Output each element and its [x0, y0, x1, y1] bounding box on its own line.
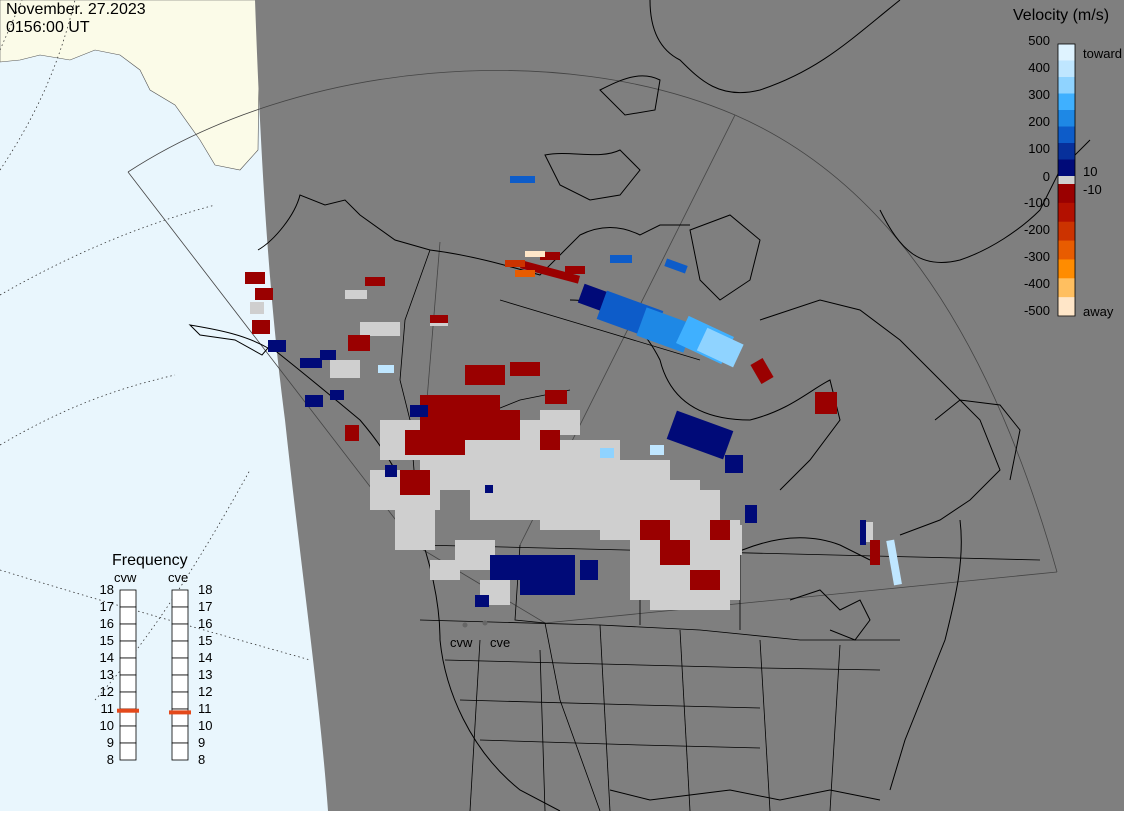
frequency-tick: 8: [107, 752, 114, 767]
frequency-tick: 14: [100, 650, 114, 665]
velocity-legend: Velocity (m/s) 500400300200100100-10-100…: [1013, 7, 1122, 319]
legend-frame: [1057, 43, 1076, 317]
frequency-selected-markers: [117, 708, 191, 715]
legend-toward-label: toward: [1083, 46, 1122, 61]
away-velocity-returns: [245, 251, 880, 590]
frequency-tick: 18: [198, 582, 212, 597]
frequency-box: [171, 589, 189, 608]
legend-swatch: [1058, 60, 1075, 78]
frequency-box: [119, 606, 137, 625]
night-region: [255, 0, 1124, 811]
frequency-tick: 11: [198, 701, 212, 716]
legend-swatch: [1058, 259, 1075, 279]
radar-label-cvw: cvw: [450, 635, 473, 650]
frequency-tick: 14: [198, 650, 212, 665]
frequency-box: [119, 742, 137, 761]
frequency-tick: 13: [100, 667, 114, 682]
frequency-marker: [117, 708, 139, 713]
legend-swatch: [1058, 126, 1075, 144]
legend-tick: 10: [1083, 164, 1097, 179]
legend-tick: 0: [1043, 169, 1050, 184]
legend-tick: 100: [1028, 141, 1050, 156]
frequency-box: [119, 725, 137, 744]
legend-tick: 400: [1028, 60, 1050, 75]
legend-colorbar: [1057, 43, 1076, 317]
frequency-box: [119, 623, 137, 642]
legend-swatch: [1058, 184, 1075, 204]
legend-tick: 300: [1028, 87, 1050, 102]
radar-site-cve: [482, 620, 488, 626]
legend-tick: -400: [1024, 276, 1050, 291]
legend-swatch: [1058, 159, 1075, 177]
legend-tick: 200: [1028, 114, 1050, 129]
frequency-marker: [169, 710, 191, 715]
time-label: 0156:00 UT: [6, 19, 90, 36]
date-label: November. 27.2023: [6, 1, 146, 18]
frequency-box: [171, 674, 189, 693]
frequency-tick: 15: [100, 633, 114, 648]
legend-swatch: [1058, 110, 1075, 127]
legend-swatch: [1058, 143, 1075, 160]
frequency-box: [171, 691, 189, 710]
legend-swatch: [1058, 297, 1075, 317]
legend-swatch: [1058, 77, 1075, 94]
frequency-tick: 17: [198, 599, 212, 614]
frequency-title: Frequency: [112, 552, 188, 569]
radar-label-cve: cve: [490, 635, 510, 650]
legend-tick: -100: [1024, 195, 1050, 210]
frequency-tick: 9: [107, 735, 114, 750]
legend-away-label: away: [1083, 304, 1114, 319]
frequency-box: [119, 674, 137, 693]
frequency-box: [171, 742, 189, 761]
radar-sites: cvw cve: [450, 620, 510, 650]
frequency-tick: 16: [100, 616, 114, 631]
frequency-tick: 12: [198, 684, 212, 699]
frequency-scale-labels: 18 17 16 15 14 13 12 11 10 9 8 18 17 16 15 14 13 12 11 10 9 8: [100, 582, 213, 767]
frequency-tick: 11: [101, 701, 115, 716]
frequency-radar-cvw: cvw: [114, 570, 137, 585]
legend-tick: -200: [1024, 222, 1050, 237]
legend-tick: -300: [1024, 249, 1050, 264]
frequency-panel: Frequency cvw cve 1817161514131211109818…: [100, 552, 213, 767]
frequency-tick: 9: [198, 735, 205, 750]
frequency-tick: 10: [198, 718, 212, 733]
frequency-tick: 16: [198, 616, 212, 631]
legend-tick: 500: [1028, 33, 1050, 48]
legend-tick-labels: 500400300200100100-10-100-200-300-400-50…: [1024, 33, 1102, 318]
frequency-tick: 13: [198, 667, 212, 682]
legend-tick: -10: [1083, 182, 1102, 197]
frequency-tick: 17: [100, 599, 114, 614]
radar-site-cvw: [462, 622, 468, 628]
legend-swatch-ground: [1058, 176, 1075, 184]
legend-swatch: [1058, 240, 1075, 260]
legend-swatch: [1058, 202, 1075, 223]
frequency-tick: 15: [198, 633, 212, 648]
frequency-scale-boxes: [119, 589, 189, 761]
frequency-box: [171, 725, 189, 744]
frequency-box: [119, 657, 137, 676]
frequency-tick: 8: [198, 752, 205, 767]
frequency-tick: 12: [100, 684, 114, 699]
frequency-box: [171, 657, 189, 676]
legend-tick: -500: [1024, 303, 1050, 318]
day-land-region: [0, 0, 261, 171]
frequency-box: [119, 640, 137, 659]
legend-swatch: [1058, 221, 1075, 242]
frequency-tick: 18: [100, 582, 114, 597]
legend-swatch: [1058, 278, 1075, 298]
frequency-tick: 10: [100, 718, 114, 733]
frequency-box: [171, 606, 189, 625]
legend-title: Velocity (m/s): [1013, 7, 1109, 24]
frequency-box: [171, 640, 189, 659]
legend-swatch: [1058, 44, 1075, 61]
legend-swatch: [1058, 93, 1075, 111]
frequency-box: [119, 691, 137, 710]
frequency-box: [119, 589, 137, 608]
frequency-radar-cve: cve: [168, 570, 188, 585]
frequency-box: [171, 623, 189, 642]
toward-velocity-returns: [268, 176, 902, 607]
